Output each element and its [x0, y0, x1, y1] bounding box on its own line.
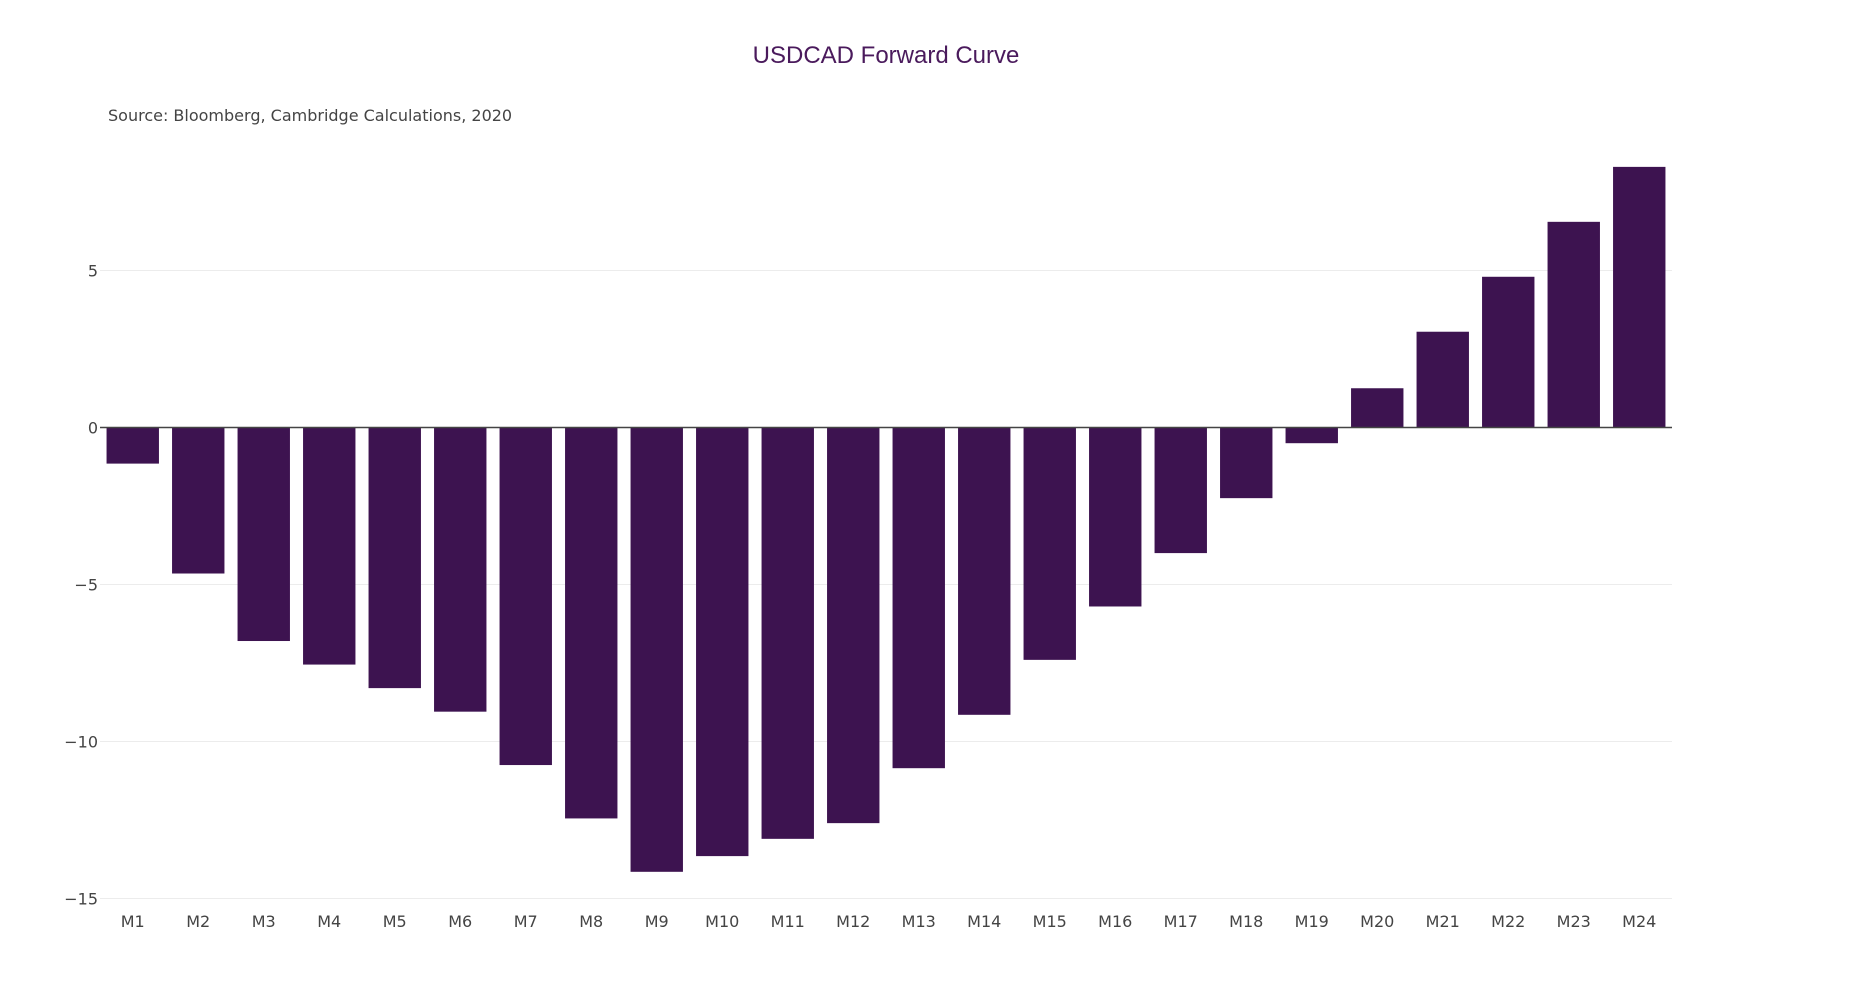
x-tick-label: M14	[967, 912, 1001, 931]
bar-m7[interactable]	[499, 427, 552, 766]
x-tick-label: M20	[1360, 912, 1394, 931]
x-tick-label: M17	[1164, 912, 1198, 931]
bar-m1[interactable]	[106, 427, 159, 464]
bar-m11[interactable]	[761, 427, 814, 839]
x-tick-label: M3	[252, 912, 276, 931]
bar-m6[interactable]	[434, 427, 487, 712]
bar-m16[interactable]	[1089, 427, 1142, 607]
bar-m17[interactable]	[1154, 427, 1207, 554]
bar-m10[interactable]	[696, 427, 749, 857]
x-tick-label: M21	[1426, 912, 1460, 931]
y-tick-label: 0	[88, 419, 98, 438]
x-tick-label: M9	[645, 912, 669, 931]
bar-m5[interactable]	[368, 427, 421, 689]
bar-m2[interactable]	[172, 427, 225, 574]
x-tick-label: M7	[514, 912, 538, 931]
bar-m18[interactable]	[1220, 427, 1273, 499]
x-tick-label: M13	[902, 912, 936, 931]
x-tick-label: M4	[317, 912, 341, 931]
y-tick-label: −15	[64, 890, 98, 909]
x-tick-label: M19	[1295, 912, 1329, 931]
bar-m4[interactable]	[303, 427, 356, 665]
bar-m15[interactable]	[1023, 427, 1076, 660]
x-axis-ticks: M1 M2 M3 M4 M5 M6 M7 M8 M9 M10 M11 M12 M13 M14 M15 M16 M…	[121, 912, 1657, 931]
bars	[106, 166, 1666, 872]
x-tick-label: M12	[836, 912, 870, 931]
x-tick-label: M24	[1622, 912, 1656, 931]
bar-m12[interactable]	[827, 427, 880, 824]
x-tick-label: M16	[1098, 912, 1132, 931]
bar-m13[interactable]	[892, 427, 945, 769]
x-tick-label: M23	[1557, 912, 1591, 931]
bar-m19[interactable]	[1285, 427, 1338, 444]
bar-m21[interactable]	[1416, 331, 1469, 428]
x-tick-label: M11	[771, 912, 805, 931]
y-tick-label: −5	[74, 576, 98, 595]
y-tick-label: 5	[88, 262, 98, 281]
grid-lines	[100, 270, 1672, 899]
bar-m20[interactable]	[1351, 388, 1404, 428]
y-tick-label: −10	[64, 733, 98, 752]
x-tick-label: M5	[383, 912, 407, 931]
y-axis-ticks: 5 0 −5 −10 −15	[64, 262, 98, 909]
bar-m3[interactable]	[237, 427, 290, 642]
x-tick-label: M8	[579, 912, 603, 931]
x-tick-label: M1	[121, 912, 145, 931]
x-tick-label: M15	[1033, 912, 1067, 931]
bar-m8[interactable]	[565, 427, 618, 819]
bar-m23[interactable]	[1547, 221, 1600, 428]
chart-source-note: Source: Bloomberg, Cambridge Calculation…	[108, 106, 512, 125]
x-tick-label: M2	[186, 912, 210, 931]
x-tick-label: M18	[1229, 912, 1263, 931]
bar-m24[interactable]	[1613, 166, 1666, 428]
x-tick-label: M10	[705, 912, 739, 931]
bar-m9[interactable]	[630, 427, 683, 872]
bar-m14[interactable]	[958, 427, 1011, 715]
x-tick-label: M22	[1491, 912, 1525, 931]
x-tick-label: M6	[448, 912, 472, 931]
bar-m22[interactable]	[1482, 276, 1535, 428]
chart-title: USDCAD Forward Curve	[753, 42, 1020, 69]
